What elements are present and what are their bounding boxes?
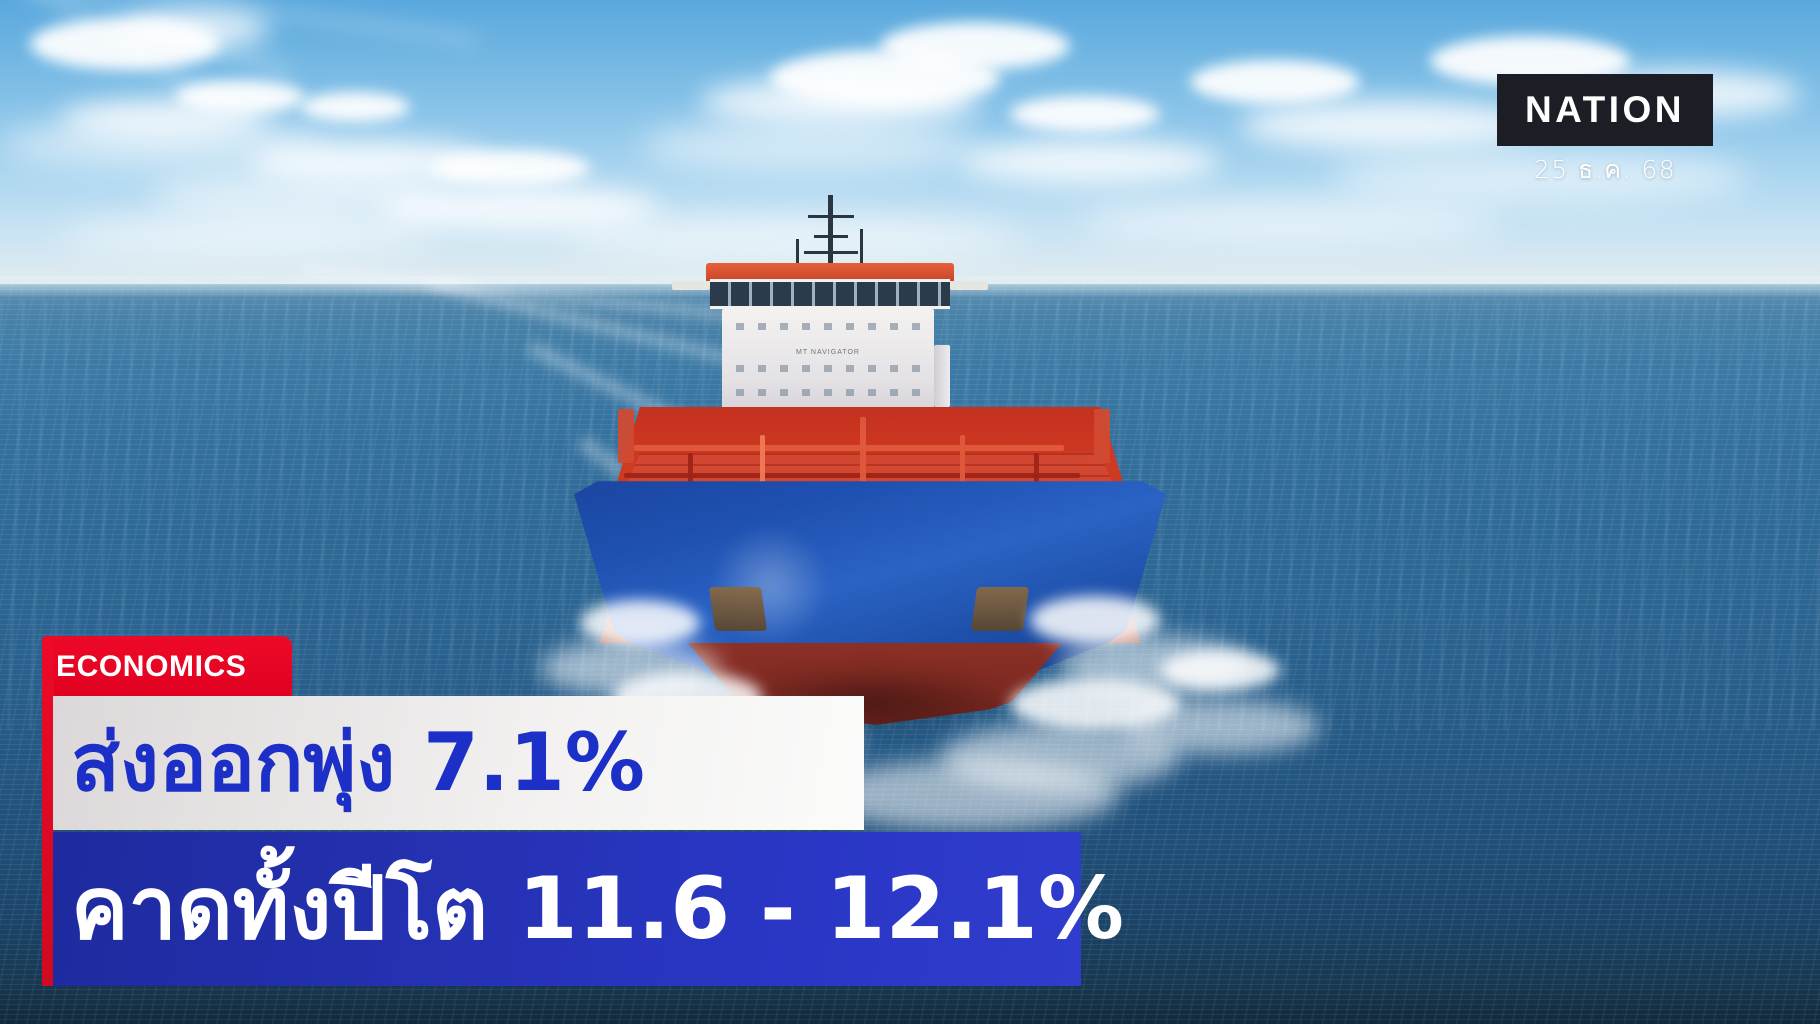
- ship-mast: [796, 239, 799, 267]
- ship-superstructure: MT NAVIGATOR: [722, 309, 934, 414]
- bow-wave-foam: [820, 760, 1120, 830]
- cloud: [560, 215, 1020, 259]
- ship-mast: [860, 229, 863, 267]
- cargo-ship: MT NAVIGATOR: [560, 195, 1180, 755]
- ship-mast: [828, 195, 833, 267]
- deck-pipe: [624, 473, 1080, 478]
- bridge-wing: [672, 281, 710, 290]
- cloud: [700, 78, 980, 126]
- cloud: [60, 215, 440, 255]
- ship-funnel: [934, 345, 950, 407]
- cloud: [1010, 96, 1160, 132]
- nation-logo-text: NATION: [1524, 89, 1686, 130]
- accommodation-windows: [722, 323, 934, 330]
- bow-wave-foam: [1160, 650, 1280, 690]
- bow-wave-foam: [580, 600, 700, 646]
- category-badge-label: ECONOMICS: [56, 650, 247, 683]
- cloud: [880, 22, 1070, 70]
- cloud: [1240, 100, 1540, 150]
- accommodation-windows: [722, 365, 934, 372]
- nation-logo[interactable]: NATION: [1497, 74, 1713, 146]
- bridge-windows: [710, 279, 950, 309]
- cloud: [1190, 60, 1360, 104]
- bridge-roof: [706, 263, 954, 281]
- bridge-wing: [950, 281, 988, 290]
- deck-pipe: [634, 445, 1064, 451]
- anchor-recess: [970, 587, 1030, 631]
- cloud: [1330, 150, 1750, 204]
- headline-line-1: ส่งออกพุ่ง 7.1%: [71, 716, 645, 809]
- bow-wave-foam: [1120, 700, 1320, 754]
- headline-line-2: คาดทั้งปีโต 11.6 - 12.1%: [71, 859, 1125, 959]
- cloud: [120, 8, 270, 48]
- ship-mast: [808, 215, 854, 218]
- deck-crane: [1094, 409, 1110, 463]
- headline-band-primary: ส่งออกพุ่ง 7.1%: [53, 696, 864, 830]
- accent-bar: [42, 636, 54, 986]
- category-badge[interactable]: ECONOMICS: [42, 636, 292, 698]
- ship-name-plate: MT NAVIGATOR: [796, 349, 860, 356]
- anchor-recess: [708, 587, 768, 631]
- cloud: [430, 150, 590, 186]
- cloud: [300, 92, 410, 122]
- accommodation-windows: [722, 389, 934, 396]
- cloud: [640, 120, 980, 172]
- cloud: [1080, 200, 1500, 242]
- deck-crane: [618, 409, 634, 463]
- publish-date: 25 ธ.ค. 68: [1533, 155, 1677, 184]
- ship-mast: [804, 251, 858, 254]
- ship-mast: [814, 235, 848, 238]
- headline-band-secondary: คาดทั้งปีโต 11.6 - 12.1%: [53, 832, 1124, 986]
- cloud: [960, 140, 1220, 184]
